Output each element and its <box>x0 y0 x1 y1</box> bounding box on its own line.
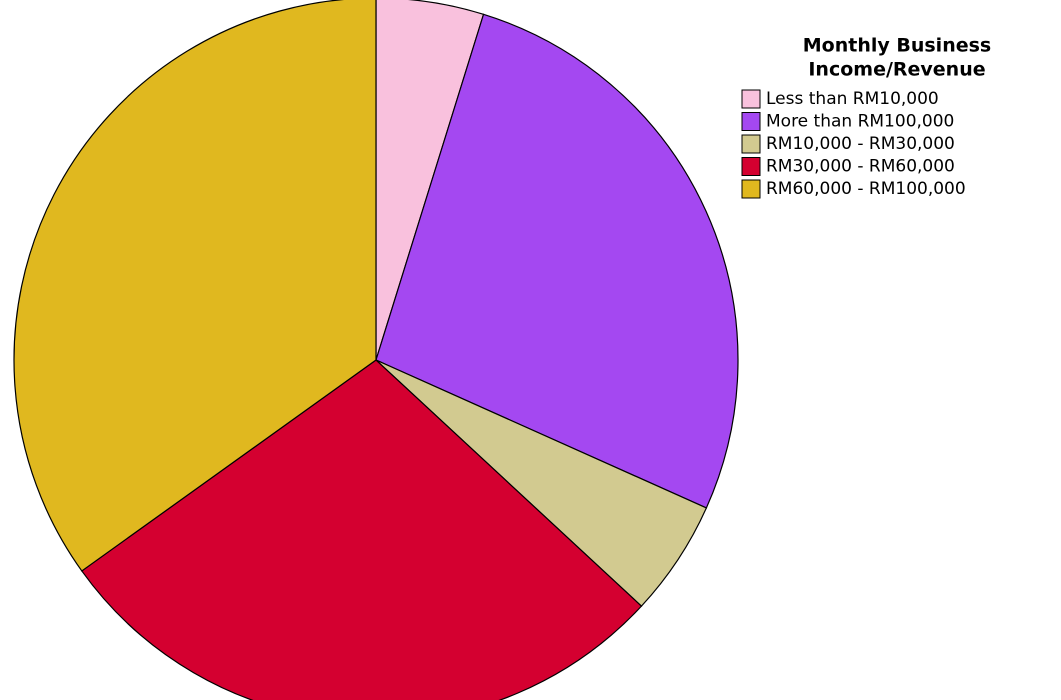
pie-slice <box>375 13 739 509</box>
pie <box>13 0 739 700</box>
legend-swatch <box>741 134 761 154</box>
legend: Monthly Business Income/Revenue Less tha… <box>741 35 991 199</box>
legend-title: Monthly Business <box>803 35 991 57</box>
legend-swatch <box>741 112 761 131</box>
legend-label: RM30,000 - RM60,000 <box>766 157 955 177</box>
pie-slice <box>80 359 643 700</box>
legend-label: RM10,000 - RM30,000 <box>766 134 955 154</box>
pie-slice <box>13 0 377 572</box>
legend-swatch <box>741 157 761 176</box>
legend-swatch <box>741 89 761 109</box>
legend-label: Less than RM10,000 <box>766 89 939 109</box>
legend-swatch <box>741 179 761 199</box>
legend-title: Income/Revenue <box>808 59 985 81</box>
legend-label: RM60,000 - RM100,000 <box>766 179 966 199</box>
legend-label: More than RM100,000 <box>766 112 954 132</box>
